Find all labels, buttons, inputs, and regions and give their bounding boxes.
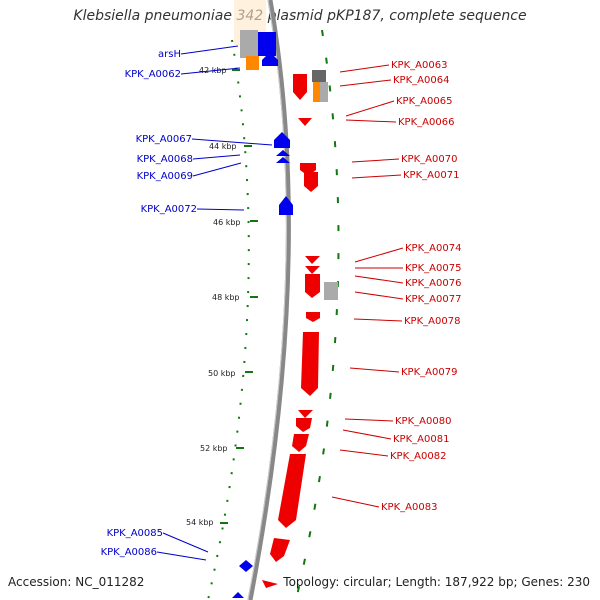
gene-label[interactable]: KPK_A0079 — [401, 367, 457, 378]
gene-feature-reverse[interactable] — [292, 434, 309, 452]
leader-line — [192, 162, 242, 177]
gene-feature-reverse[interactable] — [296, 418, 312, 432]
ruler-label: 44 kbp — [209, 142, 237, 151]
gene-feature-forward[interactable] — [232, 592, 244, 598]
gene-label[interactable]: KPK_A0085 — [107, 528, 163, 539]
leader-line — [351, 174, 402, 179]
gene-feature-reverse[interactable] — [305, 274, 320, 298]
gene-label[interactable]: KPK_A0065 — [396, 96, 452, 107]
gene-feature-reverse[interactable] — [313, 82, 320, 102]
leader-line — [339, 64, 390, 73]
leader-line — [192, 154, 241, 160]
gene-feature-reverse[interactable] — [298, 410, 313, 418]
leader-line — [162, 532, 209, 553]
gene-label[interactable]: arsH — [158, 49, 181, 60]
leader-line — [156, 551, 207, 561]
leader-line — [349, 367, 400, 373]
leader-line — [342, 429, 392, 440]
gene-label[interactable]: KPK_A0075 — [405, 263, 461, 274]
gene-label[interactable]: KPK_A0076 — [405, 278, 461, 289]
gene-label[interactable]: KPK_A0077 — [405, 294, 461, 305]
leader-line — [345, 100, 395, 117]
right-leader-lines — [331, 64, 404, 508]
gene-feature-forward[interactable] — [276, 157, 290, 163]
gene-label[interactable]: KPK_A0072 — [141, 204, 197, 215]
gene-label[interactable]: KPK_A0082 — [390, 451, 446, 462]
ruler-labels: 42 kbp 44 kbp 46 kbp 48 kbp 50 kbp 52 kb… — [186, 66, 241, 527]
ruler-ticks — [220, 69, 258, 524]
right-gene-labels: KPK_A0063 KPK_A0064 KPK_A0065 KPK_A0066 … — [381, 60, 461, 513]
gene-label[interactable]: KPK_A0080 — [395, 416, 451, 427]
gene-feature-reverse[interactable] — [306, 312, 320, 322]
leader-line — [339, 449, 389, 457]
leader-line — [345, 119, 397, 123]
gene-feature-reverse[interactable] — [301, 332, 319, 396]
reverse-features — [262, 70, 338, 588]
gene-feature-reverse[interactable] — [270, 538, 290, 562]
leader-line — [339, 79, 392, 87]
accession-text: Accession: NC_011282 — [8, 575, 145, 589]
gene-feature-forward[interactable] — [258, 32, 276, 56]
ruler-label: 52 kbp — [200, 444, 228, 453]
leader-line — [331, 496, 380, 508]
gene-label[interactable]: KPK_A0086 — [101, 547, 157, 558]
gene-label[interactable]: KPK_A0081 — [393, 434, 449, 445]
forward-features — [232, 30, 293, 598]
gene-feature-reverse[interactable] — [305, 266, 320, 274]
gene-feature-forward[interactable] — [262, 52, 278, 66]
gene-feature-reverse[interactable] — [304, 172, 318, 192]
leader-line — [191, 138, 273, 146]
backbone-arc — [247, 0, 291, 600]
gene-label[interactable]: KPK_A0069 — [137, 171, 193, 182]
gene-feature-forward[interactable] — [246, 56, 259, 70]
left-leader-lines — [156, 45, 273, 561]
leader-line — [354, 291, 404, 300]
gene-feature-reverse[interactable] — [293, 74, 307, 100]
ruler-label: 46 kbp — [213, 218, 241, 227]
gene-feature-forward[interactable] — [239, 560, 253, 572]
gene-label[interactable]: KPK_A0071 — [403, 170, 459, 181]
gene-label[interactable]: KPK_A0067 — [136, 134, 192, 145]
leader-line — [180, 45, 239, 55]
leader-line — [354, 247, 404, 263]
gene-label[interactable]: KPK_A0074 — [405, 243, 461, 254]
gene-feature-reverse[interactable] — [298, 118, 312, 126]
gene-label[interactable]: KPK_A0066 — [398, 117, 454, 128]
leader-line — [353, 318, 403, 322]
gene-feature-reverse[interactable] — [305, 256, 320, 264]
gene-label[interactable]: KPK_A0078 — [404, 316, 460, 327]
gene-feature-reverse[interactable] — [278, 454, 306, 528]
backbone-arc-highlight — [247, 0, 287, 600]
gene-label[interactable]: KPK_A0064 — [393, 75, 449, 86]
left-gene-labels: arsH KPK_A0062 KPK_A0067 KPK_A0068 KPK_A… — [101, 49, 197, 558]
ruler-label: 50 kbp — [208, 369, 236, 378]
gene-feature-forward[interactable] — [240, 30, 258, 58]
gene-label[interactable]: KPK_A0063 — [391, 60, 447, 71]
leader-line — [351, 158, 400, 163]
leader-line — [196, 208, 245, 211]
gene-feature-reverse[interactable] — [262, 580, 278, 588]
gene-feature-forward[interactable] — [279, 196, 293, 215]
gene-label[interactable]: KPK_A0068 — [137, 154, 193, 165]
gene-feature-reverse[interactable] — [312, 70, 326, 82]
leader-line — [180, 67, 241, 75]
summary-text: Topology: circular; Length: 187,922 bp; … — [283, 575, 590, 589]
inner-tick-ring — [207, 39, 250, 600]
ruler-label: 54 kbp — [186, 518, 214, 527]
gene-feature-reverse[interactable] — [324, 282, 338, 300]
map-title: Klebsiella pneumoniae 342 plasmid pKP187… — [73, 8, 527, 24]
leader-line — [354, 275, 404, 284]
ruler-label: 48 kbp — [212, 293, 240, 302]
gene-label[interactable]: KPK_A0083 — [381, 502, 437, 513]
gene-feature-forward[interactable] — [276, 150, 290, 156]
gene-label[interactable]: KPK_A0062 — [125, 69, 181, 80]
gene-feature-reverse[interactable] — [318, 82, 328, 102]
gene-feature-forward[interactable] — [274, 132, 290, 148]
leader-line — [344, 418, 394, 422]
gene-label[interactable]: KPK_A0070 — [401, 154, 457, 165]
